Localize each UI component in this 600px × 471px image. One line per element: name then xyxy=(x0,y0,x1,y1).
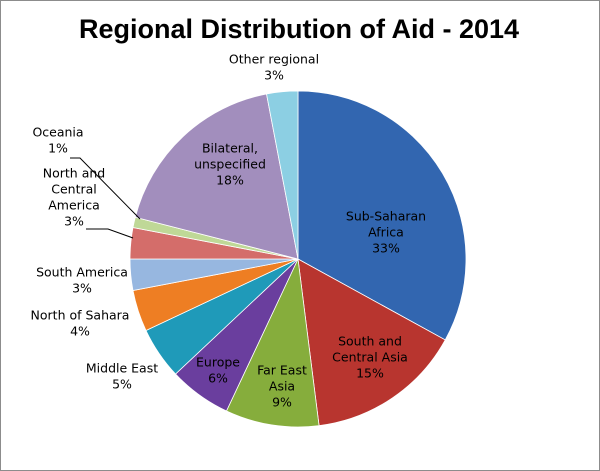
pie-slice-other-regional xyxy=(266,90,299,260)
slice-label-far-east-asia: Far East Asia 9% xyxy=(257,363,307,410)
leader-lines xyxy=(70,157,141,239)
leader-line-oceania xyxy=(70,157,141,220)
pie-slice-sub-saharan-africa xyxy=(297,90,467,341)
leader-line-north-and-central-america xyxy=(86,228,134,239)
slice-label-south-america: South America 3% xyxy=(36,265,128,296)
chart-title: Regional Distribution of Aid - 2014 xyxy=(78,14,520,44)
slice-label-oceania: Oceania 1% xyxy=(32,125,83,156)
pie-slices xyxy=(129,90,467,428)
pie-slice-far-east-asia xyxy=(225,257,320,428)
slice-labels: Sub-Saharan Africa 33% South and Central Asi… xyxy=(31,52,427,410)
slice-label-north-and-central-america: North and Central America 3% xyxy=(43,166,105,229)
slice-label-bilateral-unspecified: Bilateral, unspecified 18% xyxy=(194,141,266,188)
pie-slice-bilateral-unspecified xyxy=(134,93,299,260)
slice-label-other-regional: Other regional 3% xyxy=(229,52,319,83)
slice-label-europe: Europe 6% xyxy=(196,355,240,386)
slice-label-south-and-central-asia: South and Central Asia 15% xyxy=(332,334,408,381)
slice-label-middle-east: Middle East 5% xyxy=(86,361,158,392)
slice-label-north-of-sahara: North of Sahara 4% xyxy=(31,308,130,339)
pie-slice-south-and-central-asia xyxy=(297,258,446,427)
slice-label-sub-saharan-africa: Sub-Saharan Africa 33% xyxy=(346,209,426,256)
